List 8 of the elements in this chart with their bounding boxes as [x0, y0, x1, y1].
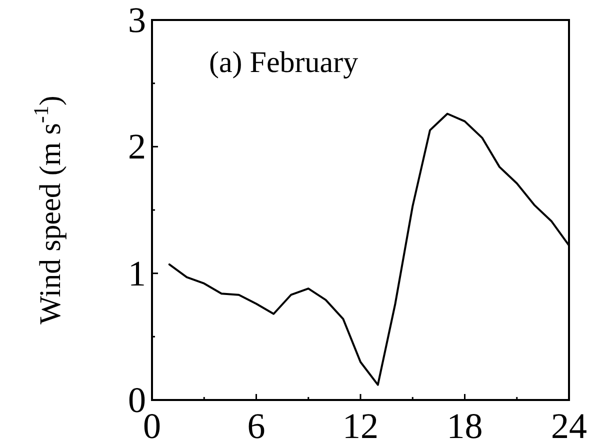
y-tick-label: 3	[128, 0, 146, 40]
x-tick-label: 12	[342, 406, 378, 444]
x-tick-label: 6	[247, 406, 266, 444]
x-tick-label: 18	[446, 406, 483, 444]
x-tick-label: 24	[551, 406, 587, 444]
y-tick-label: 2	[128, 126, 146, 167]
text: (a) February	[209, 46, 358, 79]
y-tick-label: 1	[128, 253, 146, 294]
